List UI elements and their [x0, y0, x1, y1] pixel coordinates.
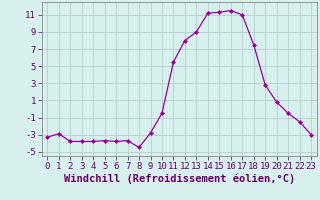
- X-axis label: Windchill (Refroidissement éolien,°C): Windchill (Refroidissement éolien,°C): [64, 173, 295, 184]
